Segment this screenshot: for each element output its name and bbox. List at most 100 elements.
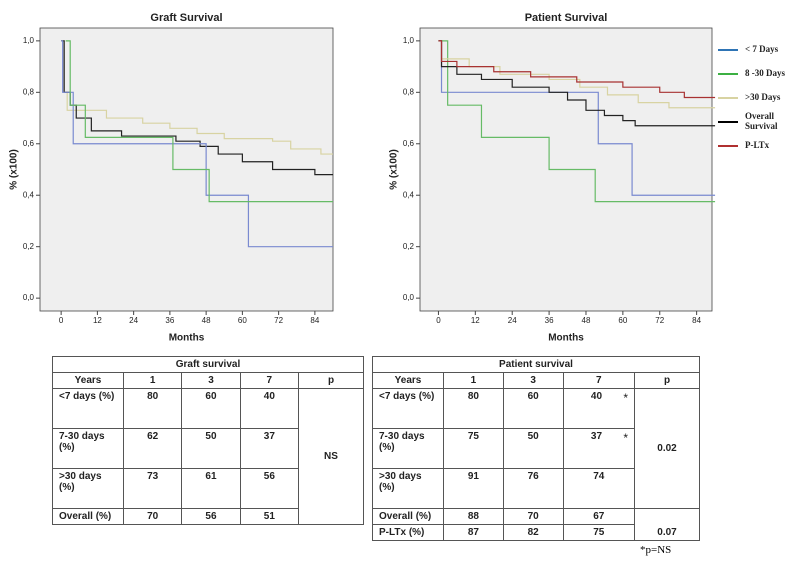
table-row: P-LTx (%) 87 82 75 [372, 524, 700, 541]
x-tick-label: 36 [165, 316, 174, 325]
table-row: Graft survival [52, 356, 364, 373]
x-axis-label: Months [548, 333, 584, 344]
table-cell: 80 [443, 388, 504, 429]
table-cell: 0.02 [634, 388, 700, 509]
table-cell: 73 [122, 468, 183, 509]
table-cell: 1 [122, 372, 183, 389]
x-tick-label: 0 [59, 316, 64, 325]
y-axis-label: % (x100) [9, 149, 20, 190]
legend-label: >30 Days [745, 92, 781, 102]
y-tick-label: 0,2 [403, 242, 415, 251]
table-cell: 0.07 [634, 508, 700, 541]
table-cell: Patient survival [372, 356, 700, 373]
survival-table: Graft survival Years 1 3 7 p <7 days (%) 80 60 40… [52, 356, 364, 525]
y-tick-label: 0,0 [403, 293, 415, 302]
x-tick-label: 36 [545, 316, 554, 325]
x-tick-label: 60 [618, 316, 627, 325]
x-tick-label: 84 [310, 316, 319, 325]
table-cell: p [634, 372, 700, 389]
table-cell: 50 [502, 428, 564, 469]
y-tick-label: 0,8 [23, 87, 35, 96]
y-tick-label: 0,4 [403, 190, 415, 199]
table-cell: 80 [122, 388, 183, 429]
table-cell: 61 [181, 468, 241, 509]
x-tick-label: 24 [508, 316, 517, 325]
survival-line [438, 40, 716, 203]
x-tick-label: 48 [582, 316, 591, 325]
table-cell: <7 days (%) [52, 388, 124, 429]
y-tick-label: 0,0 [23, 293, 35, 302]
y-tick-label: 1,0 [403, 36, 415, 45]
table-cell: 3 [181, 372, 241, 389]
legend-label: P-LTx [745, 140, 770, 150]
table-row: 7-30 days (%) 75 50 37 * [372, 428, 700, 469]
x-tick-label: 60 [238, 316, 247, 325]
table-cell: 56 [239, 468, 300, 509]
table-cell: 82 [502, 524, 564, 541]
table-row: Overall (%) 70 56 51 [52, 508, 364, 525]
table-cell: 37 [239, 428, 300, 469]
table-cell: 88 [443, 508, 504, 525]
survival-line [61, 40, 333, 155]
y-tick-label: 1,0 [23, 36, 35, 45]
table-row: Years 1 3 7 p [372, 372, 700, 389]
survival-line [438, 40, 716, 127]
legend-label: Overall Survival [745, 111, 778, 131]
x-axis-label: Months [169, 333, 205, 344]
table-cell: 62 [122, 428, 183, 469]
survival-line [61, 40, 333, 248]
table-row: Overall (%) 88 70 67 0.07 [372, 508, 700, 541]
table-cell: 60 [181, 388, 241, 429]
table-cell: 74 [562, 468, 636, 509]
y-tick-label: 0,6 [23, 139, 35, 148]
x-tick-label: 72 [274, 316, 283, 325]
table-cell: <7 days (%) [372, 388, 444, 429]
y-tick-label: 0,8 [403, 87, 415, 96]
table-row: 7-30 days (%) 62 50 37 [52, 428, 364, 469]
table-cell: 50 [181, 428, 241, 469]
table-cell: >30 days (%) [372, 468, 444, 509]
x-tick-label: 84 [692, 316, 701, 325]
y-tick-label: 0,2 [23, 242, 35, 251]
table-cell: >30 days (%) [52, 468, 124, 509]
survival-line [438, 40, 716, 99]
survival-table: Patient survival Years 1 3 7 p <7 days (%) 80 60… [372, 356, 700, 541]
table-cell: Overall (%) [372, 508, 444, 525]
x-tick-label: 72 [655, 316, 664, 325]
table-cell: 7 [562, 372, 636, 389]
table-cell: 51 [239, 508, 300, 525]
table-cell: 76 [502, 468, 564, 509]
table-row: <7 days (%) 80 60 40 * 0.02 [372, 388, 700, 509]
table-cell: 87 [443, 524, 504, 541]
table-cell: Years [372, 372, 444, 389]
table-cell: 37 * [562, 428, 636, 469]
table-row: <7 days (%) 80 60 40 NS [52, 388, 364, 525]
x-tick-label: 48 [202, 316, 211, 325]
x-tick-label: 12 [93, 316, 102, 325]
y-tick-label: 0,4 [23, 190, 35, 199]
table-row: Patient survival [372, 356, 700, 373]
chart-title: Graft Survival [150, 12, 222, 24]
table-cell: 1 [443, 372, 504, 389]
star: * [623, 431, 628, 445]
survival-line [65, 40, 333, 203]
table-cell: 91 [443, 468, 504, 509]
table-cell: Graft survival [52, 356, 364, 373]
table-cell: 7-30 days (%) [52, 428, 124, 469]
table-cell: 56 [181, 508, 241, 525]
x-tick-label: 12 [471, 316, 480, 325]
star: * [623, 391, 628, 405]
table-row: Years 1 3 7 p [52, 372, 364, 389]
table-row: >30 days (%) 73 61 56 [52, 468, 364, 509]
charts: Graft Survival Months % (x100) 0 12 24 36 48 60 7… [9, 12, 786, 344]
table-cell: 40 * [562, 388, 636, 429]
footnote: *p=NS [640, 544, 672, 556]
chart-title: Patient Survival [525, 12, 608, 24]
table-cell: P-LTx (%) [372, 524, 444, 541]
table-cell: 40 [239, 388, 300, 429]
legend-label: < 7 Days [745, 44, 779, 54]
table-cell: p [298, 372, 364, 389]
x-tick-label: 24 [129, 316, 138, 325]
table-cell: 7 [239, 372, 300, 389]
